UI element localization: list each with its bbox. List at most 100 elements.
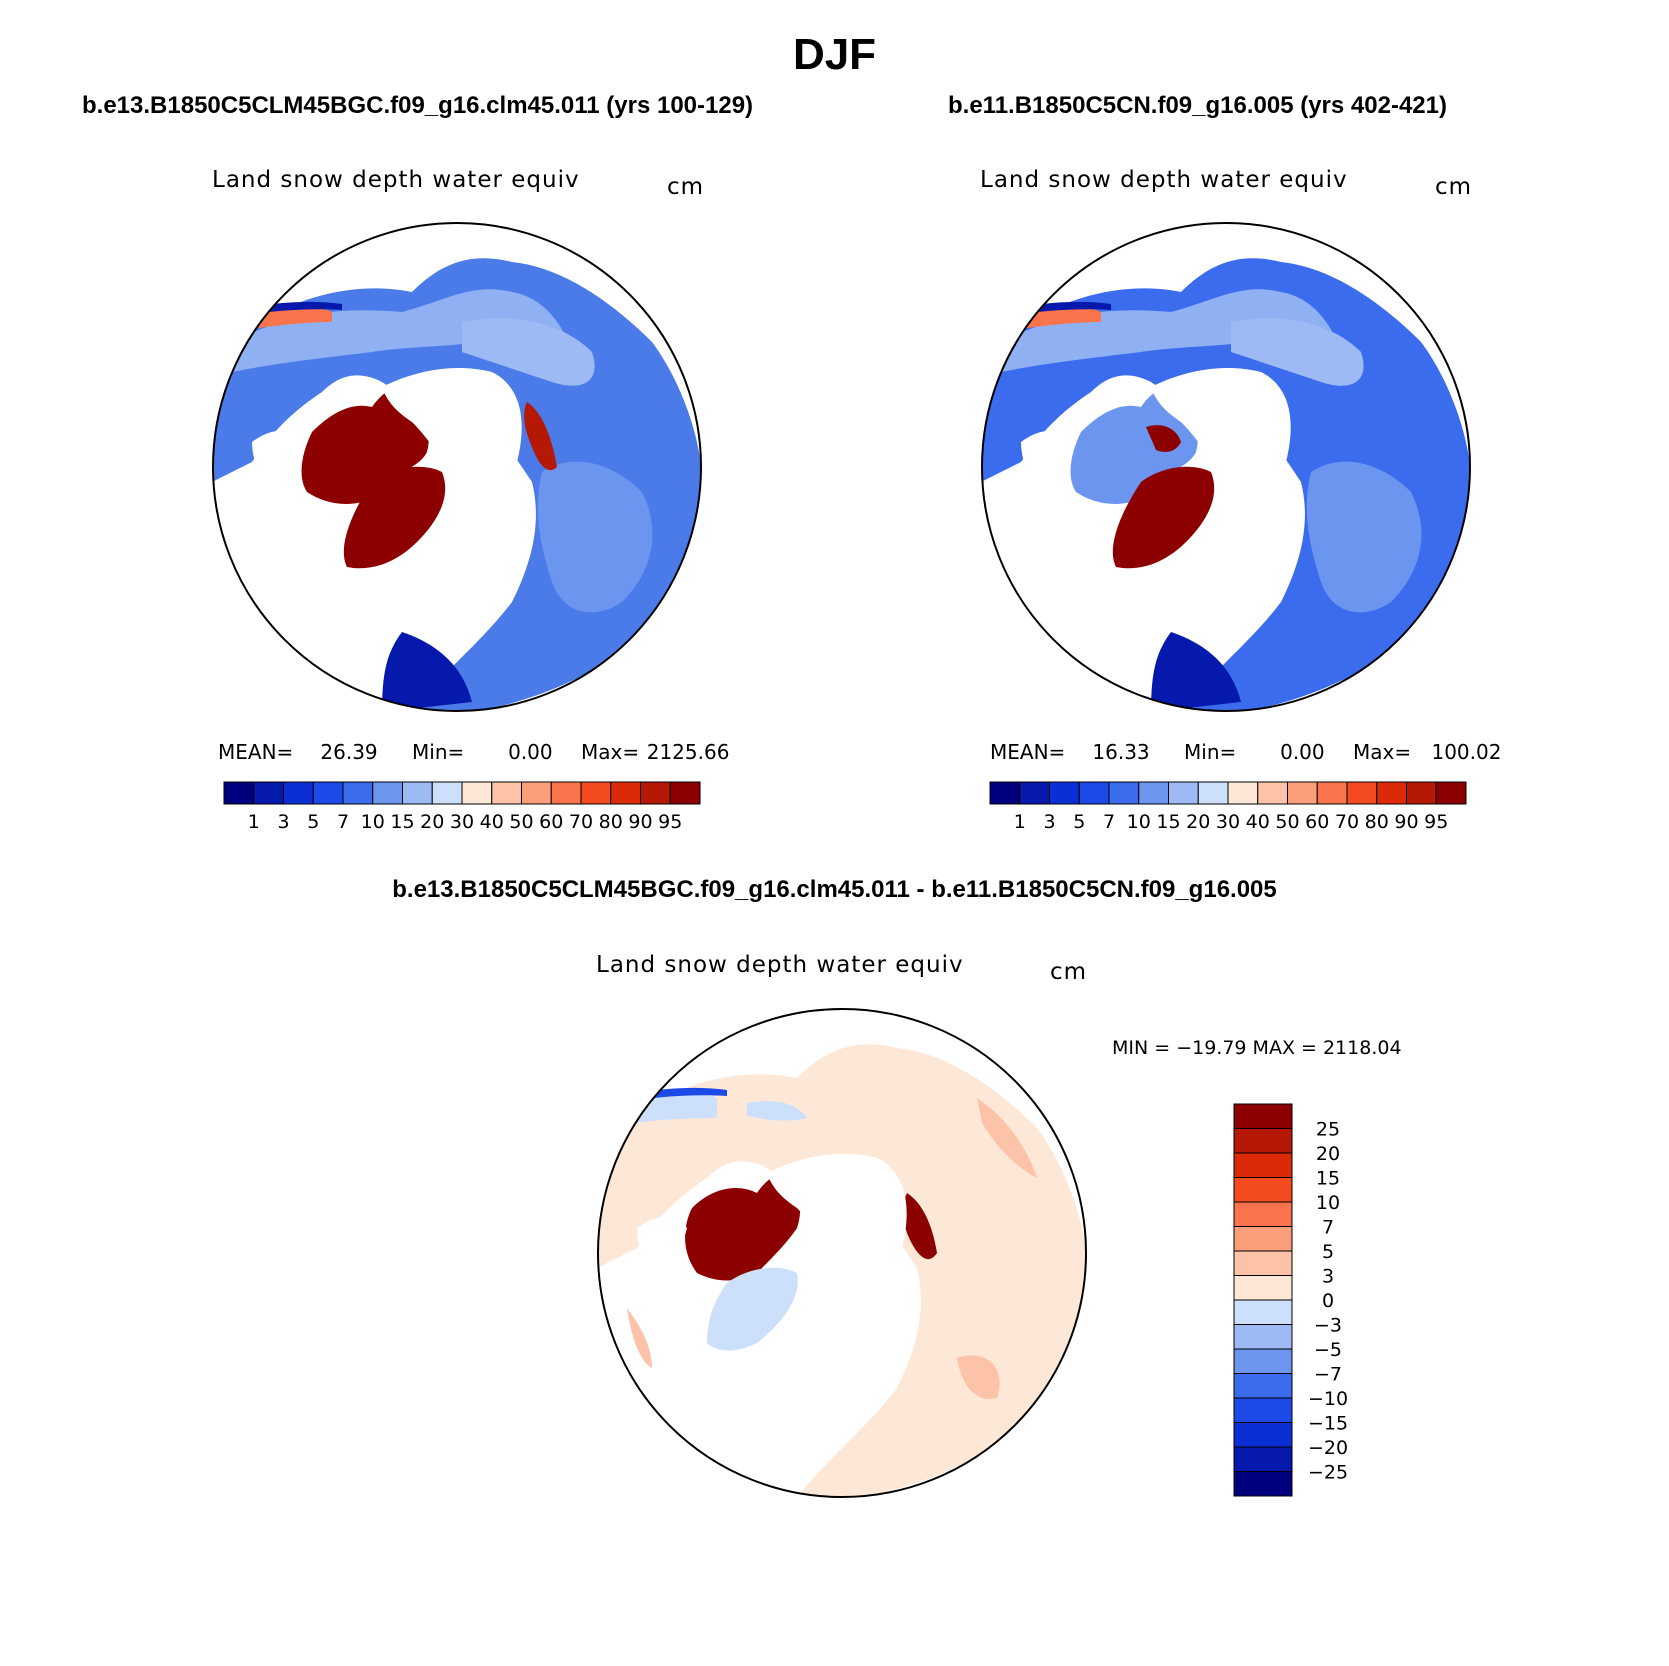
left-polar-map bbox=[212, 222, 702, 712]
right-polar-map bbox=[981, 222, 1471, 712]
right-colorbar-swatch bbox=[1138, 781, 1169, 805]
right-colorbar-swatch bbox=[1316, 781, 1348, 805]
diff-colorbar-swatch bbox=[1233, 1103, 1293, 1129]
diff-colorbar-tick-label: 3 bbox=[1322, 1266, 1334, 1288]
diff-colorbar-tick-label: −5 bbox=[1314, 1339, 1342, 1361]
right-units-label: cm bbox=[1435, 174, 1473, 200]
diff-colorbar-swatch bbox=[1233, 1226, 1293, 1252]
left-units-label: cm bbox=[667, 174, 705, 200]
left-colorbar-swatch bbox=[223, 781, 255, 805]
right-max-value: 100.02 bbox=[1431, 740, 1502, 764]
diff-colorbar-tick-label: −10 bbox=[1308, 1388, 1348, 1410]
right-mean-value: 16.33 bbox=[1092, 740, 1150, 764]
right-min-label: Min= bbox=[1184, 740, 1237, 764]
left-colorbar-swatch bbox=[521, 781, 552, 805]
diff-colorbar-tick-label: −25 bbox=[1308, 1462, 1348, 1484]
left-colorbar-swatch bbox=[431, 781, 463, 805]
diff-colorbar-tick-label: −7 bbox=[1314, 1364, 1342, 1386]
diff-colorbar-swatch bbox=[1233, 1397, 1293, 1423]
left-colorbar-swatch bbox=[402, 781, 433, 805]
left-mean-label: MEAN= bbox=[218, 740, 294, 764]
left-colorbar-tick-label: 10 bbox=[361, 811, 385, 833]
right-colorbar-tick-label: 1 bbox=[1014, 811, 1026, 833]
left-colorbar-swatch bbox=[312, 781, 344, 805]
left-stats-line: MEAN= 26.39 Min= 0.00 Max= 2125.66 bbox=[218, 740, 729, 764]
diff-polar-map bbox=[597, 1008, 1087, 1498]
diff-colorbar-swatch bbox=[1233, 1422, 1293, 1448]
diff-colorbar-swatch bbox=[1233, 1348, 1293, 1374]
diff-colorbar-tick-label: −3 bbox=[1314, 1315, 1342, 1337]
diff-colorbar-swatch bbox=[1233, 1299, 1293, 1325]
diff-min-max-text: MIN = −19.79 MAX = 2118.04 bbox=[1112, 1037, 1402, 1059]
right-colorbar-swatch bbox=[1287, 781, 1318, 805]
diff-land-field bbox=[598, 1044, 1086, 1497]
left-colorbar-tick-label: 90 bbox=[628, 811, 652, 833]
diff-colorbar-tick-label: 5 bbox=[1322, 1241, 1334, 1263]
diff-colorbar-tick-label: 10 bbox=[1316, 1192, 1340, 1214]
diff-canadian-archipelago-high bbox=[685, 1173, 801, 1281]
left-colorbar-tick-label: 15 bbox=[390, 811, 414, 833]
right-colorbar-tick-label: 40 bbox=[1246, 811, 1270, 833]
diff-colorbar-tick-label: 7 bbox=[1322, 1217, 1334, 1239]
left-colorbar-tick-label: 70 bbox=[569, 811, 593, 833]
right-colorbar-swatch bbox=[1227, 781, 1259, 805]
left-colorbar-tick-label: 30 bbox=[450, 811, 474, 833]
left-colorbar-tick-label: 5 bbox=[307, 811, 319, 833]
left-colorbar-swatch bbox=[610, 781, 641, 805]
diff-colorbar-tick-label: 25 bbox=[1316, 1119, 1340, 1141]
right-colorbar-swatch bbox=[1346, 781, 1378, 805]
right-colorbar-tick-label: 90 bbox=[1394, 811, 1418, 833]
diff-panel-header: b.e13.B1850C5CLM45BGC.f09_g16.clm45.011 … bbox=[392, 876, 1277, 903]
right-colorbar-tick-label: 80 bbox=[1365, 811, 1389, 833]
right-colorbar-tick-label: 10 bbox=[1127, 811, 1151, 833]
right-colorbar-swatch bbox=[989, 781, 1021, 805]
diff-colorbar-tick-label: 0 bbox=[1322, 1290, 1334, 1312]
left-light-snow-band bbox=[232, 289, 572, 372]
right-colorbar-tick-label: 5 bbox=[1073, 811, 1085, 833]
right-greenland-high-snow bbox=[1112, 466, 1215, 569]
left-colorbar-tick-label: 50 bbox=[509, 811, 533, 833]
right-colorbar-swatch bbox=[1257, 781, 1288, 805]
right-colorbar-tick-label: 50 bbox=[1275, 811, 1299, 833]
left-colorbar-swatch bbox=[669, 781, 701, 805]
right-colorbar-tick-label: 30 bbox=[1216, 811, 1240, 833]
left-variable-label: Land snow depth water equiv bbox=[212, 167, 580, 193]
left-arctic-ocean bbox=[382, 367, 522, 595]
right-colorbar-swatch bbox=[1376, 781, 1407, 805]
right-light-snow-band bbox=[1001, 289, 1341, 372]
left-colorbar-swatch bbox=[491, 781, 522, 805]
diff-colorbar-swatch bbox=[1233, 1177, 1293, 1203]
right-stats-line: MEAN= 16.33 Min= 0.00 Max= 100.02 bbox=[990, 740, 1501, 764]
right-colorbar-tick-label: 15 bbox=[1156, 811, 1180, 833]
right-panel-header: b.e11.B1850C5CN.f09_g16.005 (yrs 402-421… bbox=[948, 92, 1447, 119]
left-colorbar-swatch bbox=[342, 781, 374, 805]
diff-colorbar-swatch bbox=[1233, 1201, 1293, 1227]
left-max-label: Max= bbox=[580, 740, 640, 764]
left-colorbar-tick-label: 80 bbox=[599, 811, 623, 833]
diff-colorbar-swatch bbox=[1233, 1446, 1293, 1472]
right-colorbar-swatch bbox=[1435, 781, 1467, 805]
diff-colorbar-tick-label: 20 bbox=[1316, 1143, 1340, 1165]
left-colorbar-tick-label: 40 bbox=[480, 811, 504, 833]
right-colorbar-swatch bbox=[1406, 781, 1437, 805]
left-colorbar-swatch bbox=[253, 781, 284, 805]
right-max-label: Max= bbox=[1352, 740, 1412, 764]
left-min-label: Min= bbox=[412, 740, 465, 764]
left-colorbar-swatch bbox=[372, 781, 403, 805]
left-min-value: 0.00 bbox=[508, 740, 553, 764]
diff-colorbar-swatch bbox=[1233, 1324, 1293, 1350]
diff-colorbar-swatch bbox=[1233, 1275, 1293, 1301]
left-colorbar-tick-label: 95 bbox=[658, 811, 682, 833]
right-colorbar-swatch bbox=[1049, 781, 1080, 805]
left-colorbar-swatch bbox=[580, 781, 612, 805]
right-mean-label: MEAN= bbox=[990, 740, 1066, 764]
diff-colorbar-tick-label: −15 bbox=[1308, 1413, 1348, 1435]
diff-colorbar-tick-label: −20 bbox=[1308, 1437, 1348, 1459]
left-colorbar-tick-label: 60 bbox=[539, 811, 563, 833]
diff-arctic-ocean bbox=[767, 1153, 907, 1381]
right-variable-label: Land snow depth water equiv bbox=[980, 167, 1348, 193]
left-colorbar-tick-label: 1 bbox=[248, 811, 260, 833]
left-max-value: 2125.66 bbox=[646, 740, 730, 764]
diff-units-label: cm bbox=[1050, 959, 1088, 985]
